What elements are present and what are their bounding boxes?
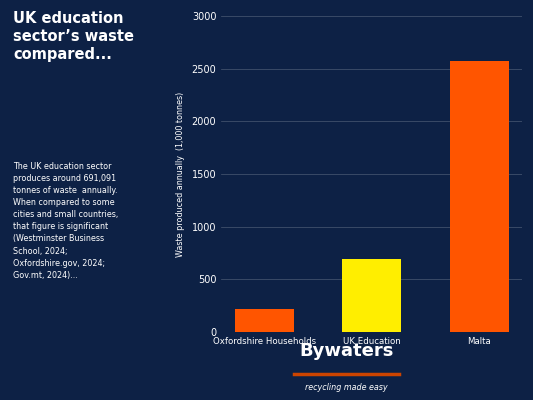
Y-axis label: Waste produced annually  (1,000 tonnes): Waste produced annually (1,000 tonnes) [176, 91, 184, 257]
Bar [342, 259, 401, 332]
Text: The UK education sector
produces around 691,091
tonnes of waste  annually.
When : The UK education sector produces around … [13, 162, 118, 280]
Text: Bywaters: Bywaters [299, 342, 394, 360]
Bar [450, 61, 508, 332]
Text: UK education
sector’s waste
compared...: UK education sector’s waste compared... [13, 11, 134, 62]
Bar [235, 309, 294, 332]
Text: recycling made easy: recycling made easy [305, 383, 388, 392]
